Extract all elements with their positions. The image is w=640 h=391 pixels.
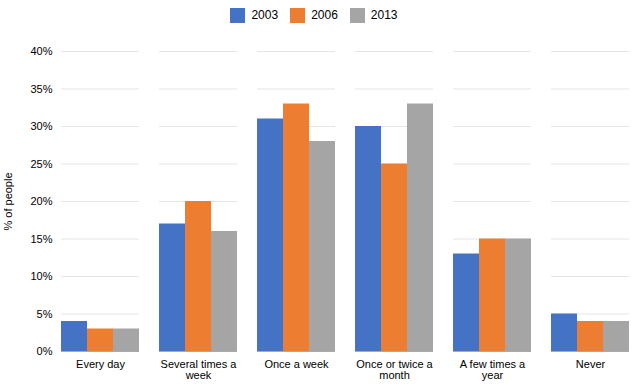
svg-text:25%: 25% [30, 158, 52, 170]
svg-text:20%: 20% [30, 195, 52, 207]
svg-text:Once or twice amonth: Once or twice amonth [356, 358, 433, 381]
html-text:2006: 2006 [311, 8, 338, 22]
html-text:2003: 2003 [251, 8, 279, 22]
svg-text:40%: 40% [30, 45, 52, 57]
svg-text:5%: 5% [37, 308, 53, 320]
svg-text:10%: 10% [30, 270, 52, 282]
svg-text:30%: 30% [30, 120, 52, 132]
html-text:2013: 2013 [370, 8, 398, 22]
svg-text:15%: 15% [30, 233, 52, 245]
svg-text:% of people: % of people [2, 172, 14, 230]
svg-text:A few times ayear: A few times ayear [460, 358, 526, 381]
svg-text:35%: 35% [30, 83, 52, 95]
svg-text:Once a week: Once a week [264, 358, 329, 370]
svg-text:Never: Never [576, 358, 606, 370]
svg-text:Several times aweek: Several times aweek [161, 358, 238, 381]
svg-text:0%: 0% [37, 345, 53, 357]
svg-text:Every day: Every day [76, 358, 125, 370]
